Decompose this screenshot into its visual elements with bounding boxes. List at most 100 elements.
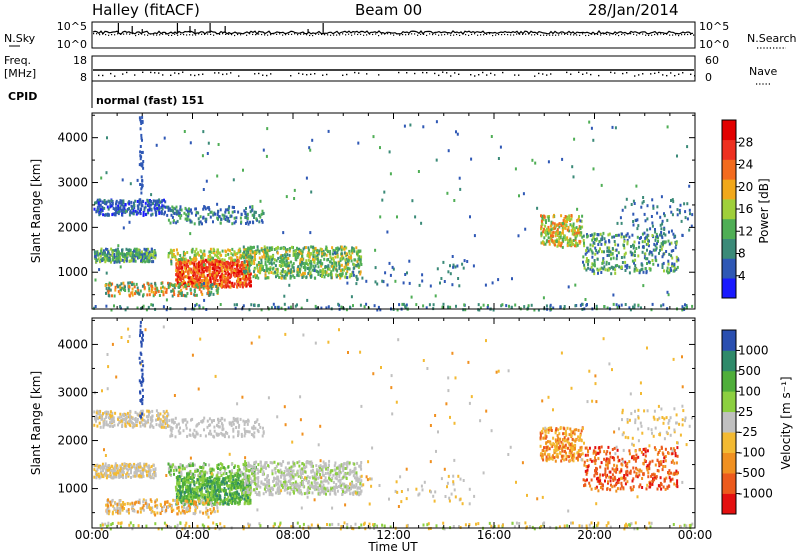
- power-echo: [207, 213, 210, 216]
- power-echo: [514, 303, 517, 307]
- power-echo: [198, 269, 201, 273]
- power-echo: [202, 216, 205, 220]
- power-echo: [202, 306, 205, 310]
- power-echo: [591, 269, 594, 273]
- power-echo: [148, 250, 151, 254]
- power-echo: [154, 283, 157, 287]
- freq-tick-bottom: 8: [80, 71, 87, 84]
- velocity-echo: [93, 423, 96, 427]
- nsearch-point: [609, 34, 611, 36]
- velocity-echo: [211, 420, 213, 424]
- velocity-echo: [149, 425, 152, 429]
- power-echo: [675, 241, 678, 245]
- power-echo: [93, 306, 96, 310]
- power-echo: [350, 254, 352, 258]
- nave-point: [150, 71, 152, 74]
- power-echo: [668, 242, 671, 246]
- velocity-echo: [154, 472, 157, 476]
- power-echo: [470, 157, 473, 161]
- velocity-echo: [186, 420, 189, 424]
- colorbar-tick-label: 16: [738, 202, 753, 216]
- power-echo: [168, 207, 171, 211]
- velocity-echo: [144, 420, 147, 424]
- power-echo: [175, 269, 178, 272]
- power-echo: [119, 255, 122, 259]
- power-echo: [570, 229, 573, 233]
- power-echo: [604, 240, 607, 244]
- velocity-echo: [220, 416, 223, 420]
- power-echo: [211, 283, 214, 286]
- colorbar-swatch: [722, 218, 736, 239]
- power-echo: [154, 203, 157, 207]
- velocity-echo: [95, 419, 97, 423]
- power-echo: [597, 249, 600, 253]
- power-echo: [122, 281, 125, 285]
- power-echo: [229, 268, 232, 272]
- power-echo: [352, 247, 355, 251]
- power-echo: [148, 206, 151, 210]
- power-echo: [276, 267, 279, 271]
- power-echo: [176, 259, 179, 263]
- velocity-echo: [231, 501, 233, 505]
- power-echo: [296, 303, 298, 307]
- velocity-echo: [165, 418, 168, 422]
- power-echo: [190, 276, 193, 280]
- power-echo: [340, 256, 343, 260]
- power-echo: [286, 273, 289, 277]
- velocity-echo: [197, 422, 200, 426]
- velocity-echo: [220, 431, 223, 435]
- velocity-echo: [123, 462, 126, 466]
- power-echo: [186, 251, 189, 254]
- power-echo: [175, 221, 178, 225]
- nsearch-point: [141, 33, 143, 35]
- power-echo: [541, 241, 544, 245]
- power-echo: [490, 135, 493, 138]
- power-echo: [674, 246, 677, 250]
- velocity-echo: [109, 471, 112, 475]
- nsearch-point: [570, 34, 572, 36]
- power-echo: [312, 253, 315, 257]
- power-echo: [162, 290, 165, 294]
- power-echo: [162, 204, 165, 208]
- power-echo: [359, 260, 362, 264]
- velocity-echo: [96, 468, 99, 472]
- power-echo: [179, 273, 181, 277]
- nsearch-point: [627, 33, 629, 35]
- nsearch-point: [174, 33, 176, 35]
- power-echo: [221, 278, 224, 282]
- power-echo: [187, 212, 190, 216]
- power-echo: [307, 272, 310, 275]
- power-echo: [152, 303, 154, 307]
- power-echo: [115, 256, 118, 260]
- power-echo: [185, 213, 188, 217]
- power-echo: [177, 281, 179, 285]
- power-echo: [326, 267, 329, 271]
- nsearch-point: [168, 34, 170, 36]
- velocity-echo: [162, 419, 165, 423]
- power-echo: [252, 275, 255, 279]
- power-echo: [591, 262, 594, 266]
- velocity-echo: [224, 501, 227, 505]
- velocity-echo: [100, 414, 103, 418]
- velocity-echo: [128, 464, 131, 468]
- power-echo: [556, 240, 558, 243]
- power-echo: [598, 240, 601, 244]
- velocity-echo: [120, 467, 123, 471]
- power-echo: [175, 212, 178, 216]
- power-echo: [320, 254, 323, 258]
- power-echo: [220, 269, 222, 273]
- velocity-echo: [121, 418, 124, 421]
- power-echo: [585, 249, 588, 253]
- power-echo: [251, 250, 254, 254]
- power-echo: [591, 233, 594, 237]
- power-echo: [233, 303, 236, 307]
- power-echo: [320, 306, 323, 310]
- power-echo: [581, 235, 584, 239]
- power-echo: [210, 286, 213, 290]
- power-echo: [541, 217, 544, 221]
- power-echo: [252, 259, 255, 263]
- power-echo: [119, 265, 122, 269]
- velocity-echo: [131, 417, 134, 421]
- power-echo: [271, 267, 274, 271]
- power-echo: [406, 271, 408, 275]
